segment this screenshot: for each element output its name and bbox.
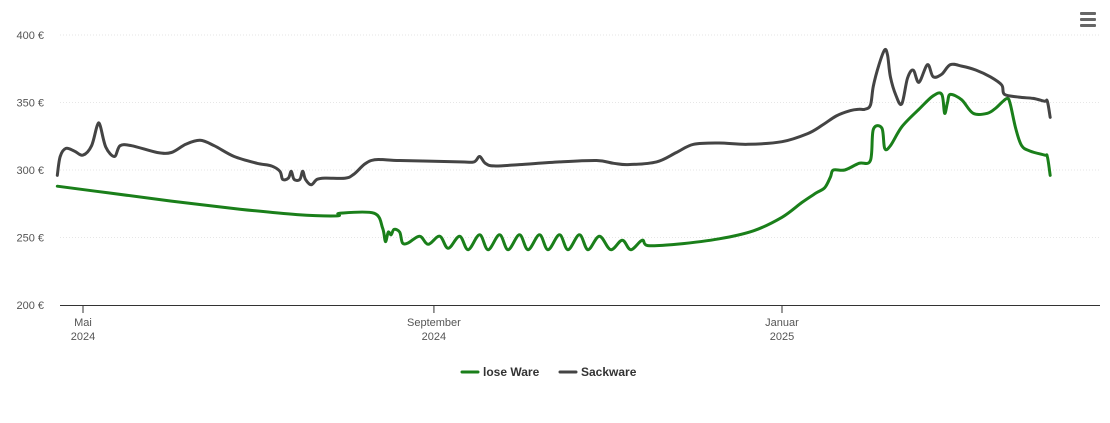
x-tick-label-year: 2024 xyxy=(422,331,446,343)
x-tick-label-year: 2025 xyxy=(770,331,794,343)
x-axis: Mai 2024 September 2024 Januar 2025 xyxy=(60,305,1100,343)
y-tick-label: 250 € xyxy=(16,233,44,245)
x-tick-label-month: Januar xyxy=(765,317,799,329)
legend-label: Sackware xyxy=(581,365,637,379)
y-axis-ticks: 200 € 250 € 300 € 350 € 400 € xyxy=(16,30,44,312)
legend-item-sackware[interactable]: Sackware xyxy=(558,365,637,379)
x-tick-label-month: September xyxy=(407,317,461,329)
gridlines xyxy=(60,34,1100,238)
legend-label: lose Ware xyxy=(483,365,540,379)
hamburger-menu-icon[interactable] xyxy=(1078,12,1100,32)
x-tick-label-month: Mai xyxy=(74,317,92,329)
y-tick-label: 400 € xyxy=(16,30,44,42)
y-tick-label: 300 € xyxy=(16,165,44,177)
series-line-lose-ware xyxy=(55,91,1052,252)
legend-item-lose-ware[interactable]: lose Ware xyxy=(460,365,540,379)
y-tick-label: 350 € xyxy=(16,98,44,110)
series-line-sackware xyxy=(55,47,1052,187)
x-tick-label-year: 2024 xyxy=(71,331,95,343)
y-tick-label: 200 € xyxy=(16,300,44,312)
legend[interactable]: lose Ware Sackware xyxy=(460,365,637,379)
series-lines xyxy=(55,47,1052,252)
